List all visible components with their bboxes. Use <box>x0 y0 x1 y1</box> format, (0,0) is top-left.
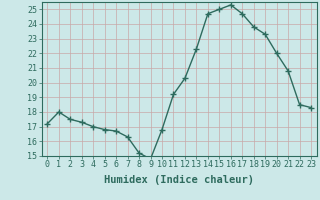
X-axis label: Humidex (Indice chaleur): Humidex (Indice chaleur) <box>104 175 254 185</box>
